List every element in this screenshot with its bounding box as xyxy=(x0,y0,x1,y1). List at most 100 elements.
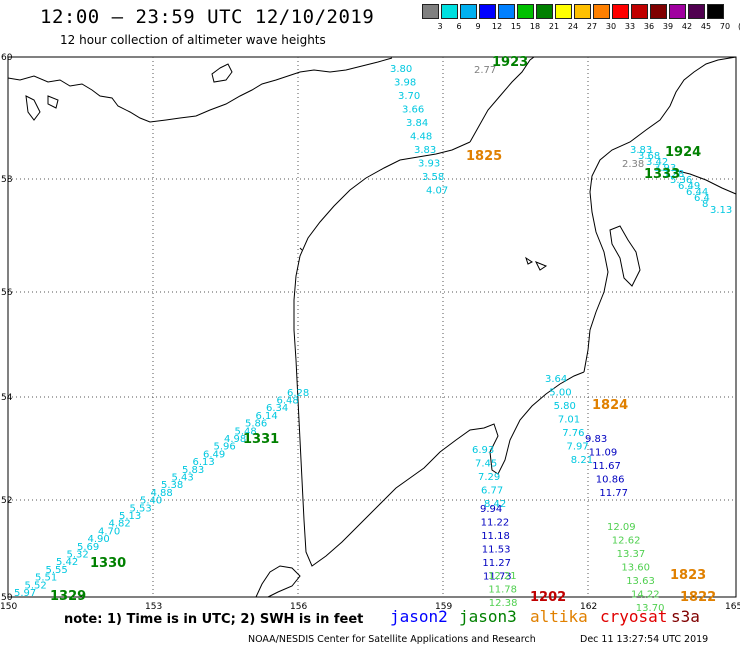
wave-height-label: 4.90 xyxy=(88,534,110,545)
lat-label: 52 xyxy=(1,496,12,506)
wave-height-label: 9.94 xyxy=(480,504,502,515)
wave-height-label: 6.14 xyxy=(256,411,278,422)
colorbar-label: 21 xyxy=(548,22,560,31)
lat-label: 60 xyxy=(1,53,13,63)
wave-height-label: 12.38 xyxy=(489,598,518,609)
colorbar-label: 36 xyxy=(643,22,655,31)
wave-height-label: 5.36 xyxy=(670,175,692,186)
wave-height-label: 8.42 xyxy=(484,499,506,510)
wave-height-label: 6.48 xyxy=(277,396,299,407)
colorbar-swatch xyxy=(631,4,648,19)
lat-label: 54 xyxy=(1,393,13,403)
colorbar-swatch xyxy=(574,4,591,19)
wave-height-label: 3.70 xyxy=(398,91,420,102)
wave-height-label: 7.01 xyxy=(558,415,580,426)
pass-time-label: 1825 xyxy=(466,149,502,164)
colorbar-swatch xyxy=(422,4,439,19)
footer-note: note: 1) Time is in UTC; 2) SWH is in fe… xyxy=(64,612,364,627)
wave-height-label: 13.60 xyxy=(621,563,650,574)
wave-height-label: 6.49 xyxy=(678,181,700,192)
pass-time-label: 1924 xyxy=(665,145,701,160)
wave-height-label: 5.43 xyxy=(172,473,194,484)
wave-height-label: 3.66 xyxy=(402,105,424,116)
colorbar-label: (ft) xyxy=(734,22,740,31)
timestamp-text: Dec 11 13:27:54 UTC 2019 xyxy=(580,634,709,645)
wave-height-label: 5.51 xyxy=(35,573,57,584)
lon-label: 150 xyxy=(0,602,17,612)
wave-height-label: 11.53 xyxy=(482,545,511,556)
wave-height-label: 5.83 xyxy=(182,465,204,476)
pass-time-label: 1333 xyxy=(644,167,680,182)
wave-height-label: 5.32 xyxy=(67,550,89,561)
wave-height-label: 5.40 xyxy=(140,496,162,507)
wave-height-label: 12.09 xyxy=(607,522,636,533)
wave-height-label: 13.63 xyxy=(626,576,655,587)
pass-time-label: 1329 xyxy=(50,589,86,604)
lon-label: 153 xyxy=(145,602,162,612)
colorbar-label: 45 xyxy=(700,22,712,31)
wave-height-label: 3.80 xyxy=(390,64,412,75)
wave-height-label: 11.09 xyxy=(589,448,618,459)
wave-height-label: 4.98 xyxy=(224,434,246,445)
wave-height-label: 10.86 xyxy=(596,475,625,486)
pass-time-label: 1923 xyxy=(492,55,528,70)
wave-height-label: 5.00 xyxy=(549,388,571,399)
wave-height-label: 11.27 xyxy=(482,558,511,569)
lat-label: 50 xyxy=(1,593,13,603)
colorbar-swatch xyxy=(479,4,496,19)
wave-height-label: 6.28 xyxy=(287,388,309,399)
lon-label: 156 xyxy=(290,602,307,612)
wave-height-label: 5.96 xyxy=(214,442,236,453)
wave-height-label: 5.80 xyxy=(554,401,576,412)
satellite-s3a: s3a xyxy=(671,607,700,626)
colorbar-label: 9 xyxy=(475,22,481,31)
wave-height-label: 8 xyxy=(702,199,708,210)
wave-height-label: 11.18 xyxy=(481,531,510,542)
wave-height-label: 9.83 xyxy=(585,434,607,445)
wave-height-label: 7.45 xyxy=(475,459,497,470)
wave-height-label: 7.76 xyxy=(562,428,584,439)
header-subtitle: 12 hour collection of altimeter wave hei… xyxy=(60,33,326,47)
colorbar-swatch xyxy=(517,4,534,19)
wave-height-label: 4.48 xyxy=(410,132,432,143)
wave-height-label: 11.67 xyxy=(592,461,621,472)
wave-height-label: 8.21 xyxy=(571,455,593,466)
lon-label: 159 xyxy=(435,602,452,612)
wave-height-label: 3.68 xyxy=(638,151,660,162)
wave-height-label: 5.55 xyxy=(46,565,68,576)
wave-height-label: 3.58 xyxy=(422,172,444,183)
colorbar-label: 33 xyxy=(624,22,636,31)
pass-time-label: 1330 xyxy=(90,556,126,571)
wave-height-label: 14.22 xyxy=(631,590,660,601)
satellite-altika: altika xyxy=(530,607,588,626)
colorbar-swatch xyxy=(498,4,515,19)
wave-height-label: 6.44 xyxy=(686,187,708,198)
wave-height-label: 6.13 xyxy=(193,457,215,468)
wave-height-label: 5.69 xyxy=(77,542,99,553)
pass-time-label: 1202 xyxy=(530,590,566,605)
wave-height-label: 3.42 xyxy=(646,157,668,168)
colorbar-swatch xyxy=(707,4,724,19)
wave-height-label: 6.34 xyxy=(266,403,288,414)
wave-height-label: 2.38 xyxy=(622,159,644,170)
colorbar-swatch xyxy=(669,4,686,19)
colorbar-label: 30 xyxy=(605,22,617,31)
wave-height-label: 4.70 xyxy=(98,526,120,537)
wave-height-label: 7.97 xyxy=(567,442,589,453)
wave-height-label: 12.21 xyxy=(488,571,517,582)
wave-height-label: 5.53 xyxy=(130,503,152,514)
wave-height-label: 7.29 xyxy=(478,472,500,483)
colorbar-label: 70 xyxy=(719,22,731,31)
colorbar-label: 12 xyxy=(491,22,503,31)
colorbar-swatch xyxy=(612,4,629,19)
credit-text: NOAA/NESDIS Center for Satellite Applica… xyxy=(248,634,536,645)
wave-height-label: 3.93 xyxy=(654,163,676,174)
wave-height-label: 13.70 xyxy=(636,603,665,614)
colorbar-swatch xyxy=(536,4,553,19)
coastline xyxy=(7,56,737,598)
wave-height-label: 2.77 xyxy=(474,65,496,76)
wave-height-label: 3.13 xyxy=(710,205,732,216)
graticule xyxy=(8,57,736,597)
